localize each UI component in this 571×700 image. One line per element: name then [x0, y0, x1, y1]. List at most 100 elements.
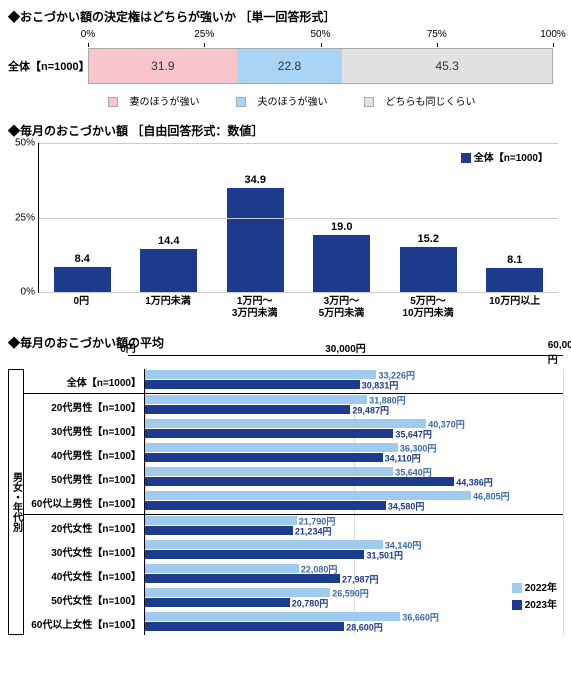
- stacked-segment: 45.3: [342, 49, 552, 83]
- bar-value: 34.9: [245, 174, 266, 186]
- chart1-row-label: 全体【n=1000】: [8, 58, 88, 74]
- table-row: 40代男性【n=100】36,300円34,110円: [24, 442, 563, 466]
- bar-value: 21,234円: [293, 524, 332, 537]
- stacked-segment: 31.9: [89, 49, 237, 83]
- bar: 34,140円: [145, 540, 383, 549]
- bar-value: 27,987円: [340, 572, 379, 585]
- chart2-bar-chart: ◆毎月のおこづかい額 ［自由回答形式：数値］ 全体【n=1000】 8.414.…: [8, 122, 563, 320]
- bar: [486, 268, 543, 292]
- axis-tick: 60,000円: [548, 340, 571, 366]
- bar: 27,987円: [145, 574, 340, 583]
- bar-value: 46,805円: [471, 489, 510, 502]
- table-row: 30代女性【n=100】34,140円31,501円: [24, 539, 563, 563]
- axis-tick: 50%: [310, 29, 330, 40]
- bar: 34,580円: [145, 501, 386, 510]
- legend-item: どちらも同じくらい: [352, 97, 476, 108]
- table-row: 20代女性【n=100】21,790円21,234円: [24, 515, 563, 539]
- bar-value: 29,487円: [350, 403, 389, 416]
- x-label: 1万円未満: [125, 296, 212, 320]
- bar: 44,386円: [145, 477, 454, 486]
- table-row: 30代男性【n=100】40,370円35,647円: [24, 418, 563, 442]
- bar-value: 40,370円: [426, 417, 465, 430]
- bar: 35,647円: [145, 429, 393, 438]
- bar-value: 31,501円: [364, 548, 403, 561]
- row-label: 40代女性【n=100】: [24, 563, 144, 587]
- axis-tick: 25%: [194, 29, 214, 40]
- row-label: 30代女性【n=100】: [24, 539, 144, 563]
- chart3-x-axis: 0円30,000円60,000円: [128, 355, 563, 369]
- chart1-x-axis: 0%25%50%75%100%: [88, 29, 553, 45]
- bar: [227, 188, 284, 292]
- bar: 34,110円: [145, 453, 383, 462]
- axis-tick: 0円: [120, 340, 136, 355]
- table-row: 50代女性【n=100】26,590円20,780円: [24, 587, 563, 611]
- legend-item: 2023年: [512, 596, 557, 611]
- bar: 36,300円: [145, 443, 398, 452]
- chart3-grouped-bars: ◆毎月のおこづかい額の平均 0円30,000円60,000円 男女・年代別 全体…: [8, 334, 563, 635]
- chart1-stacked-bar: ◆おこづかい額の決定権はどちらが強いか ［単一回答形式］ 0% 25% 50% 75%…: [8, 8, 563, 108]
- legend-item: 2022年: [512, 579, 557, 594]
- x-label: 5万円～10万円未満: [385, 296, 472, 320]
- table-row: 40代女性【n=100】22,080円27,987円: [24, 563, 563, 587]
- axis-tick: 100%: [540, 29, 566, 40]
- table-row: 全体【n=1000】33,226円30,831円: [24, 369, 563, 393]
- bar-value: 35,647円: [393, 427, 432, 440]
- table-row: 60代以上女性【n=100】 36,660円 28,600円: [24, 611, 563, 635]
- bar-value: 14.4: [158, 235, 179, 247]
- bar: 30,831円: [145, 380, 360, 389]
- axis-tick: 75%: [427, 29, 447, 40]
- x-label: 3万円～5万円未満: [298, 296, 385, 320]
- bar-value: 8.1: [507, 254, 522, 266]
- bar-value: 34,110円: [383, 451, 421, 464]
- row-label: 50代男性【n=100】: [24, 466, 144, 490]
- bar-value: 30,831円: [360, 378, 399, 391]
- bar: 20,780円: [145, 598, 290, 607]
- chart3-title: ◆毎月のおこづかい額の平均: [8, 334, 563, 351]
- bar: [400, 247, 457, 292]
- row-label: 60代以上女性【n=100】: [24, 611, 144, 635]
- chart3-side-label: 男女・年代別: [8, 369, 24, 635]
- table-row: 60代以上男性【n=100】 46,805円 34,580円: [24, 490, 563, 514]
- bar: [54, 267, 111, 292]
- axis-tick: 30,000円: [325, 340, 366, 355]
- chart2-plot: 全体【n=1000】 8.414.434.919.015.28.1 0%25%5…: [38, 143, 558, 293]
- row-label: 40代男性【n=100】: [24, 442, 144, 466]
- bar: 33,226円: [145, 370, 376, 379]
- x-label: 1万円～3万円未満: [211, 296, 298, 320]
- x-label: 0円: [38, 296, 125, 320]
- chart2-title: ◆毎月のおこづかい額 ［自由回答形式：数値］: [8, 122, 563, 139]
- bar: 29,487円: [145, 405, 350, 414]
- bar-value: 36,660円: [400, 610, 439, 623]
- bar: 28,600円: [145, 622, 344, 631]
- table-row: 50代男性【n=100】35,640円44,386円: [24, 466, 563, 490]
- axis-tick: 50%: [15, 138, 39, 149]
- axis-tick: 25%: [15, 212, 39, 223]
- chart2-x-labels: 0円1万円未満1万円～3万円未満3万円～5万円未満5万円～10万円未満10万円以…: [38, 296, 558, 320]
- chart3-plot: 全体【n=1000】33,226円30,831円20代男性【n=100】31,8…: [24, 369, 563, 635]
- bar-value: 44,386円: [454, 475, 493, 488]
- chart1-legend: 妻のほうが強い夫のほうが強いどちらも同じくらい: [8, 93, 563, 108]
- axis-tick: 0%: [21, 287, 39, 298]
- bar: 31,880円: [145, 395, 367, 404]
- bar: 35,640円: [145, 467, 393, 476]
- axis-tick: 0%: [81, 29, 95, 40]
- bar-value: 34,580円: [386, 499, 425, 512]
- legend-item: 夫のほうが強い: [224, 97, 328, 108]
- row-label: 30代男性【n=100】: [24, 418, 144, 442]
- bar-value: 20,780円: [290, 596, 329, 609]
- row-label: 60代以上男性【n=100】: [24, 490, 144, 514]
- stacked-segment: 22.8: [237, 49, 343, 83]
- table-row: 20代男性【n=100】31,880円29,487円: [24, 394, 563, 418]
- chart1-title: ◆おこづかい額の決定権はどちらが強いか ［単一回答形式］: [8, 8, 563, 25]
- bar: 31,501円: [145, 550, 364, 559]
- row-label: 50代女性【n=100】: [24, 587, 144, 611]
- bar-value: 19.0: [331, 221, 352, 233]
- bar: 22,080円: [145, 564, 299, 573]
- x-label: 10万円以上: [471, 296, 558, 320]
- chart1-bar: 31.922.845.3: [88, 48, 553, 84]
- bar: 21,234円: [145, 526, 293, 535]
- bar: 21,790円: [145, 516, 297, 525]
- row-label: 20代男性【n=100】: [24, 394, 144, 418]
- bar-value: 28,600円: [344, 620, 383, 633]
- bar: 40,370円: [145, 419, 426, 428]
